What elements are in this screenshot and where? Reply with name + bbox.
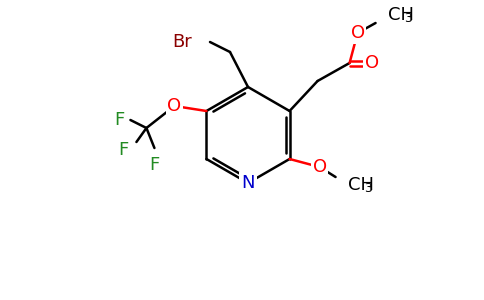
Text: 3: 3 [405,11,412,25]
Text: 3: 3 [364,182,373,194]
Text: F: F [114,111,124,129]
Text: N: N [241,174,255,192]
Text: O: O [313,158,327,176]
Text: Br: Br [172,33,192,51]
Text: CH: CH [348,176,374,194]
Text: O: O [350,24,364,42]
Text: CH: CH [388,6,413,24]
Text: F: F [118,141,128,159]
Text: O: O [167,97,182,115]
Text: F: F [149,156,160,174]
Text: O: O [364,54,378,72]
